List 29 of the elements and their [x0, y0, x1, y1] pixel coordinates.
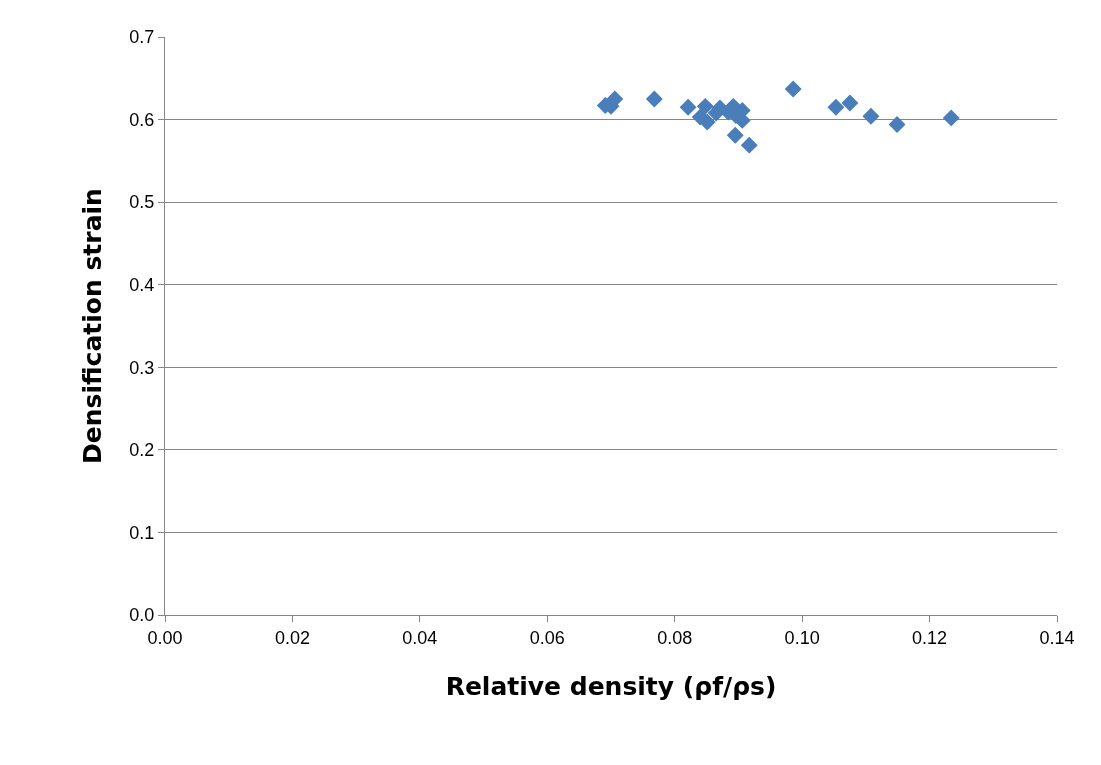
y-tick-label: 0.4	[129, 275, 155, 296]
y-tick-label: 0.2	[129, 440, 155, 461]
point	[862, 107, 880, 125]
point	[696, 97, 714, 115]
point	[841, 94, 859, 112]
y-tick-label: 0.5	[129, 192, 155, 213]
point	[827, 98, 845, 116]
x-tick-label: 0.02	[274, 627, 310, 648]
point	[942, 109, 960, 127]
x-tick-label: 0.06	[529, 627, 565, 648]
x-tick-label: 0.10	[784, 627, 820, 648]
point	[888, 116, 906, 133]
x-axis-title: Relative density (ρf/ρs)	[445, 671, 777, 701]
point	[679, 98, 697, 116]
x-tick-label: 0.08	[657, 627, 693, 648]
y-axis-title: Densification strain	[78, 188, 108, 464]
x-tick-label: 0.12	[912, 627, 948, 648]
y-tick-label: 0.1	[129, 522, 155, 543]
x-tick-label: 0.14	[1039, 627, 1075, 648]
point	[784, 80, 802, 98]
x-tick-label: 0.00	[147, 627, 183, 648]
point	[726, 126, 744, 144]
point	[740, 136, 758, 154]
x-tick-label: 0.04	[402, 627, 438, 648]
y-tick-label: 0.3	[129, 357, 155, 378]
point	[645, 90, 663, 108]
y-tick-label: 0.6	[129, 109, 155, 130]
y-tick-label: 0.7	[129, 27, 155, 48]
y-tick-label: 0.0	[129, 605, 155, 626]
